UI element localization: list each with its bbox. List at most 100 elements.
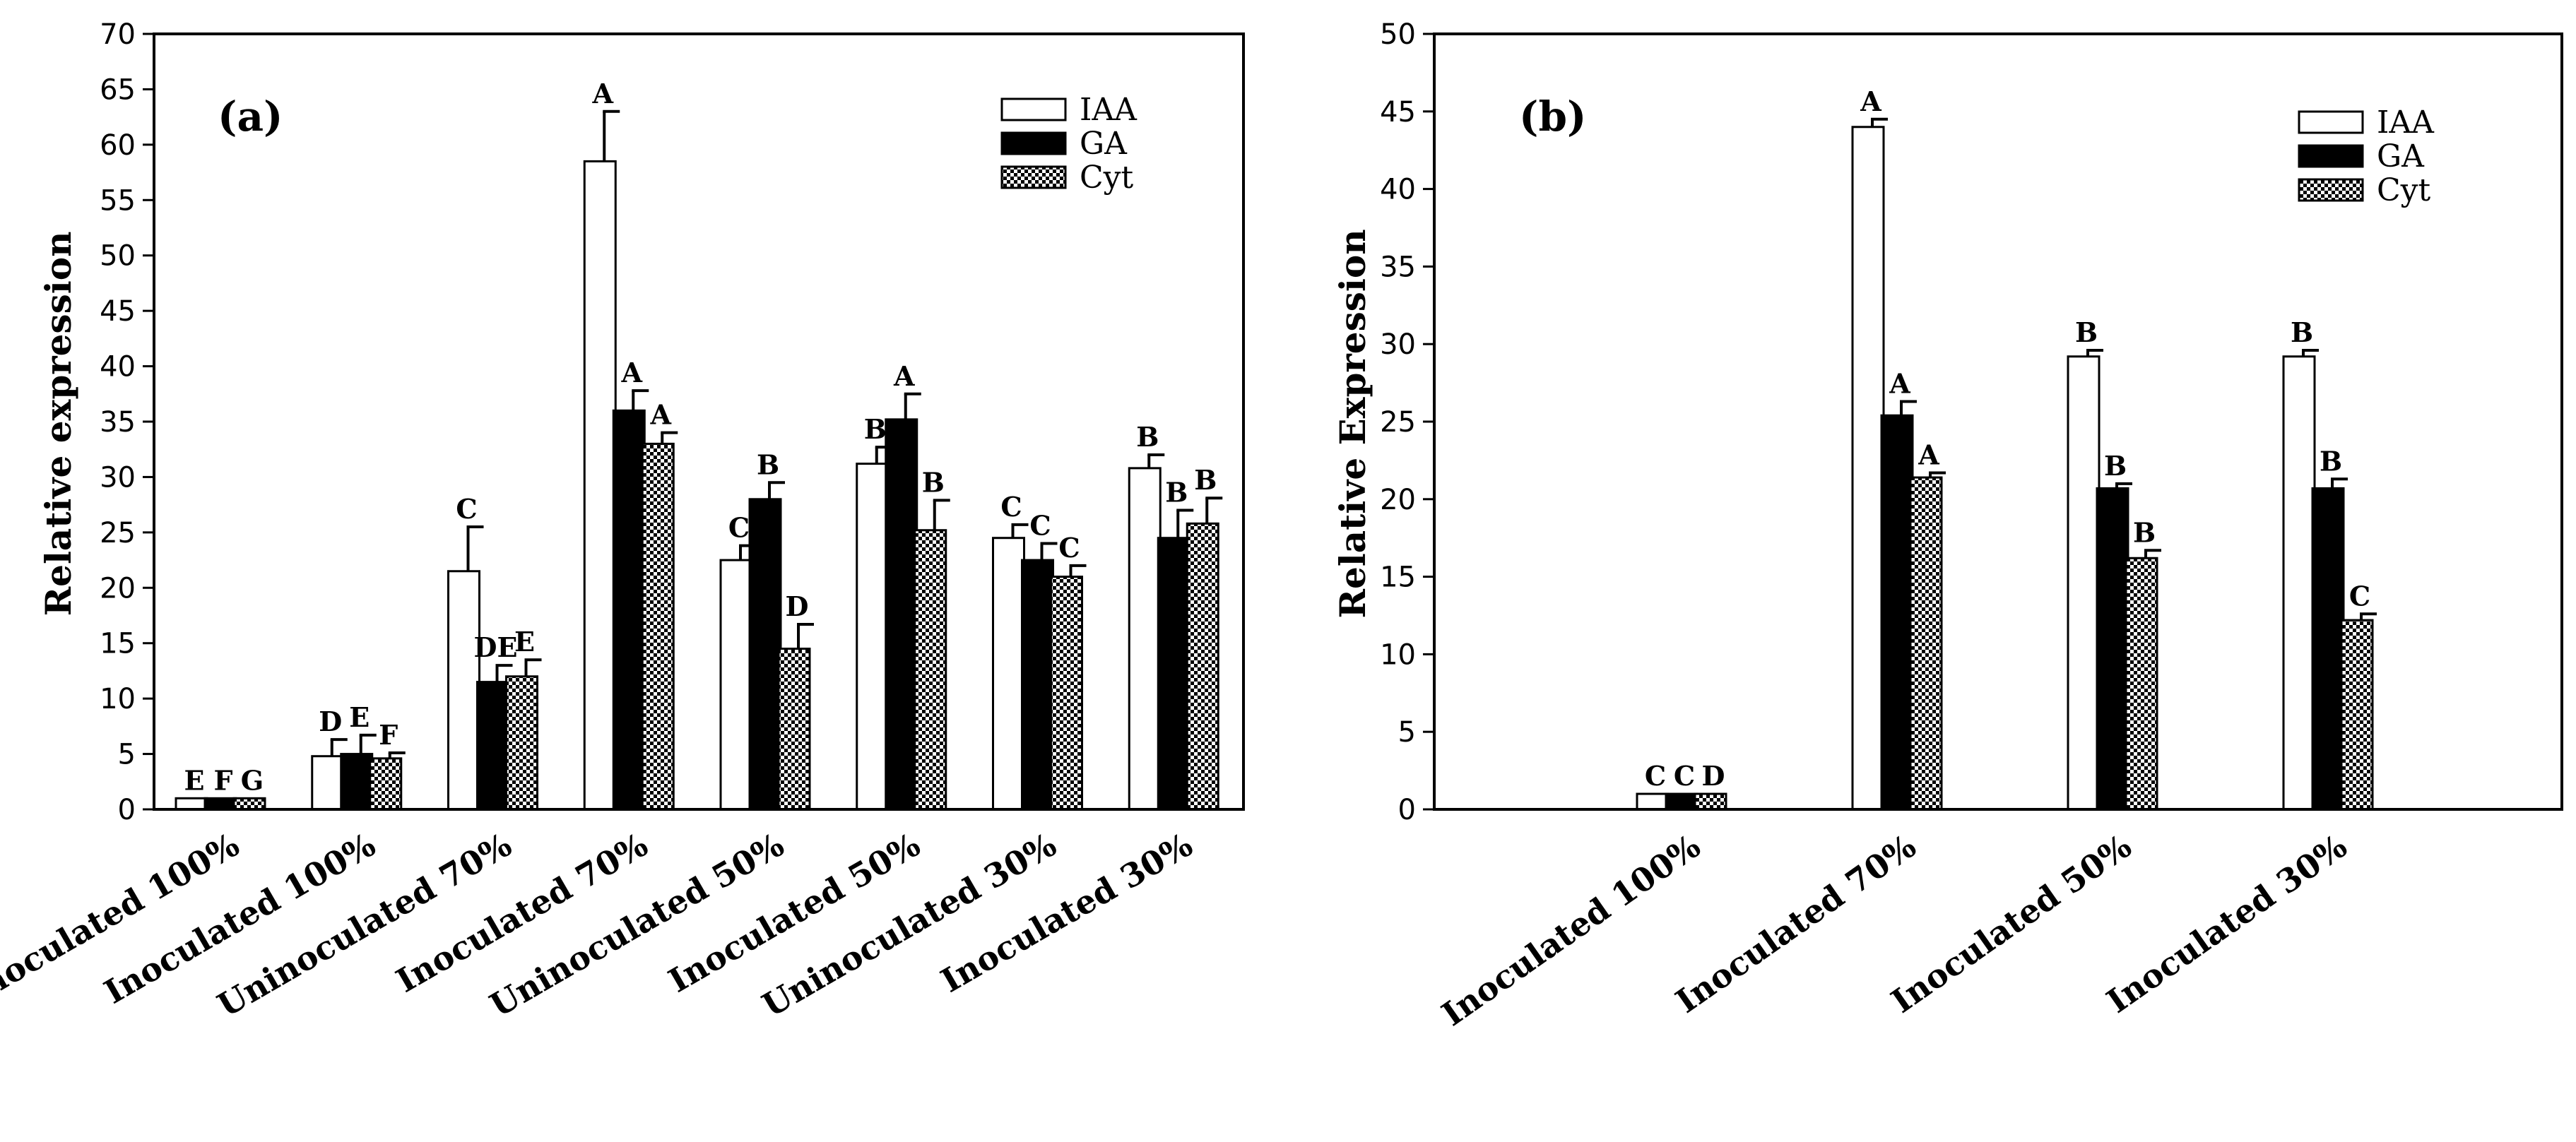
sig-label-a-cyt-0: G [241, 764, 264, 796]
sig-label-a-iaa-7: B [1136, 421, 1159, 453]
sig-label-a-ga-5: A [893, 360, 915, 392]
bar-a-iaa-2 [447, 570, 480, 811]
panel-b-yticks: 0 5 10 15 20 25 30 35 40 45 50 [1380, 18, 1434, 826]
bar-b-cyt-1 [1909, 476, 1943, 811]
panel-b-ytick-label: 5 [1398, 716, 1416, 749]
sig-label-a-cyt-7: B [1194, 464, 1217, 496]
sig-label-b-ga-0: C [1674, 760, 1695, 792]
x-category-label-b-3: Inoculated 30% [2100, 827, 2353, 1021]
sig-label-b-iaa-1: A [1860, 85, 1881, 117]
bar-a-cyt-1 [369, 757, 403, 811]
sig-label-a-iaa-0: E [184, 764, 205, 796]
sig-label-b-ga-3: B [2320, 445, 2342, 477]
sig-label-a-ga-0: F [214, 764, 233, 796]
bar-a-iaa-5 [856, 463, 890, 811]
sig-label-a-ga-6: C [1029, 510, 1051, 542]
bar-b-ga-0 [1665, 792, 1698, 811]
panel-b-ytick-label: 30 [1380, 328, 1416, 361]
sig-label-a-iaa-1: D [319, 706, 342, 737]
sig-label-b-cyt-2: B [2133, 516, 2156, 548]
panel-a-xlabels: Uninoculated 100%Inoculated 100%Uninocul… [0, 826, 1199, 1036]
sig-label-b-iaa-0: C [1645, 760, 1666, 792]
panel-a-ytick-label: 55 [100, 184, 136, 217]
panel-a-ytick-label: 5 [118, 739, 136, 771]
panel-a-ytick-label: 20 [100, 572, 136, 605]
panel-b-ytick-label: 40 [1380, 174, 1416, 206]
sig-label-b-cyt-3: C [2349, 580, 2370, 612]
bar-a-cyt-5 [914, 529, 947, 811]
sig-label-b-ga-2: B [2104, 450, 2127, 482]
sig-label-a-ga-3: A [621, 357, 643, 388]
bar-b-ga-3 [2311, 487, 2345, 811]
panel-a-ytick-label: 35 [100, 406, 136, 439]
bar-a-iaa-1 [311, 755, 345, 811]
panel-a-ytick-label: 65 [100, 73, 136, 106]
legend-b-ga-label: GA [2377, 138, 2425, 174]
chart-panel-a: (a) Relative expression 0 5 10 15 20 25 30 35 40… [0, 18, 1245, 1036]
bar-a-ga-3 [612, 409, 646, 811]
bar-b-cyt-2 [2125, 557, 2158, 811]
bar-a-iaa-6 [992, 537, 1025, 811]
panel-a-ytick-label: 45 [100, 295, 136, 328]
legend-b-ga-swatch [2298, 144, 2364, 168]
sig-label-b-ga-1: A [1889, 367, 1910, 399]
bar-a-cyt-7 [1186, 522, 1219, 811]
sig-label-b-iaa-2: B [2075, 316, 2098, 348]
bar-b-iaa-3 [2282, 355, 2316, 811]
sig-label-a-cyt-4: D [786, 590, 809, 622]
bar-b-iaa-1 [1851, 126, 1885, 811]
bar-a-cyt-2 [505, 675, 538, 811]
panel-b-ytick-label: 20 [1380, 484, 1416, 516]
panel-b-ytick-label: 35 [1380, 251, 1416, 283]
sig-label-a-ga-4: B [757, 448, 779, 480]
sig-label-a-iaa-2: C [456, 493, 477, 525]
panel-a-label: (a) [218, 93, 283, 141]
x-category-label-b-2: Inoculated 50% [1884, 827, 2138, 1021]
panel-a-ytick-label: 25 [100, 517, 136, 549]
bar-a-iaa-7 [1128, 467, 1162, 811]
panel-b-plot-frame [1433, 32, 2563, 811]
legend-a-ga-label: GA [1080, 126, 1128, 162]
bar-b-ga-1 [1880, 414, 1914, 811]
legend-b-cyt-label: Cyt [2377, 172, 2431, 208]
sig-label-a-cyt-6: C [1058, 532, 1080, 564]
bar-b-ga-2 [2096, 487, 2129, 811]
bar-b-iaa-2 [2067, 355, 2101, 811]
sig-label-a-ga-7: B [1165, 476, 1188, 508]
panel-a-ytick-label: 40 [100, 351, 136, 383]
panel-a-legend: IAA GA Cyt [1000, 92, 1138, 196]
panel-a-ytick-label: 60 [100, 129, 136, 162]
sig-label-a-iaa-3: A [592, 78, 614, 109]
bar-a-iaa-4 [719, 559, 753, 811]
bar-a-iaa-0 [175, 797, 208, 811]
panel-b-ytick-label: 45 [1380, 96, 1416, 129]
panel-a-ytick-label: 70 [100, 18, 136, 51]
bar-a-ga-1 [340, 753, 374, 811]
sig-label-a-ga-1: E [349, 701, 370, 733]
legend-a-ga-swatch [1000, 131, 1067, 155]
bar-a-cyt-6 [1050, 576, 1083, 811]
panel-b-legend: IAA GA Cyt [2298, 105, 2435, 208]
bar-a-ga-0 [203, 797, 237, 811]
panel-b-label: (b) [1519, 93, 1586, 141]
legend-a-iaa-label: IAA [1080, 92, 1138, 128]
panel-b-ytick-label: 50 [1380, 18, 1416, 51]
x-category-label-a-7: Inoculated 30% [935, 826, 1199, 1000]
sig-label-a-cyt-2: E [514, 626, 535, 658]
panel-a-plot-frame [153, 32, 1245, 811]
sig-label-a-cyt-3: A [650, 399, 672, 431]
bar-a-cyt-0 [232, 797, 266, 811]
panel-b-ytick-label: 25 [1380, 406, 1416, 439]
legend-a-cyt-label: Cyt [1080, 160, 1134, 196]
sig-label-a-cyt-5: B [922, 466, 945, 498]
legend-b-iaa-swatch [2298, 110, 2364, 134]
bar-a-ga-4 [748, 498, 782, 811]
bar-a-ga-7 [1157, 537, 1190, 811]
panel-a-ytick-label: 30 [100, 461, 136, 494]
panel-b-ytick-label: 10 [1380, 638, 1416, 671]
panel-a-yticks: 0 5 10 15 20 25 30 35 40 45 50 55 60 65 70 [100, 18, 154, 826]
bar-a-cyt-3 [641, 442, 675, 811]
bar-b-cyt-3 [2340, 619, 2374, 811]
bar-a-ga-2 [476, 681, 509, 811]
